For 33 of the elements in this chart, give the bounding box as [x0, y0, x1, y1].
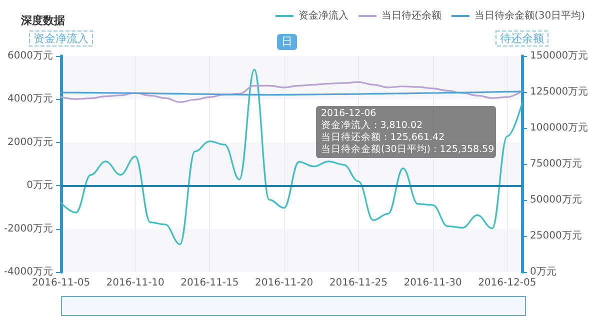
y2-tick-label: 25000万元: [530, 230, 582, 242]
x-tick-label: 2016-11-05: [32, 278, 90, 288]
annotation: 当日待余金额(30日平均) : 125,358.59: [321, 144, 494, 156]
y-tick-label: 2000万元: [8, 136, 53, 148]
x-tick-label: 2016-12-05: [478, 278, 536, 288]
chart-title: 深度数据: [20, 14, 65, 27]
annotation: 2016-12-06: [321, 108, 378, 120]
y-axis-title: 资金净流入: [34, 32, 88, 45]
x-tick-label: 2016-11-30: [404, 278, 462, 288]
y-tick-label: -4000万元: [4, 266, 53, 278]
y-tick-label: 0万元: [26, 180, 53, 192]
legend-label: 当日待还余额: [381, 10, 442, 22]
legend-label: 资金净流入: [298, 10, 348, 22]
line-series: [60, 68, 523, 246]
y2-tick-label: 50000万元: [530, 194, 582, 206]
y2-tick-label: 125000万元: [530, 86, 588, 98]
line-series: [60, 81, 523, 103]
y-tick-label: 6000万元: [8, 50, 53, 62]
annotation: 当日待还余额 : 125,661.42: [321, 132, 446, 144]
y-tick-label: 4000万元: [8, 94, 53, 105]
legend-label: 当日待余金额(30日平均): [474, 10, 586, 22]
text: 日: [277, 34, 297, 50]
y2-tick-label: 100000万元: [530, 122, 588, 134]
x-tick-label: 2016-11-25: [329, 278, 388, 288]
y2-tick-label: 0万元: [530, 266, 556, 278]
y2-tick-label: 150000万元: [530, 50, 588, 62]
x-tick-label: 2016-11-10: [106, 278, 164, 288]
x-tick-label: 2016-11-15: [180, 278, 239, 288]
y2-tick-label: 75000万元: [530, 158, 582, 170]
annotation: 资金净流入 : 3,810.02: [321, 120, 424, 132]
x-tick-label: 2016-11-20: [255, 278, 314, 288]
y2-axis-title: 待还余额: [500, 32, 544, 45]
y-tick-label: -2000万元: [4, 223, 53, 234]
